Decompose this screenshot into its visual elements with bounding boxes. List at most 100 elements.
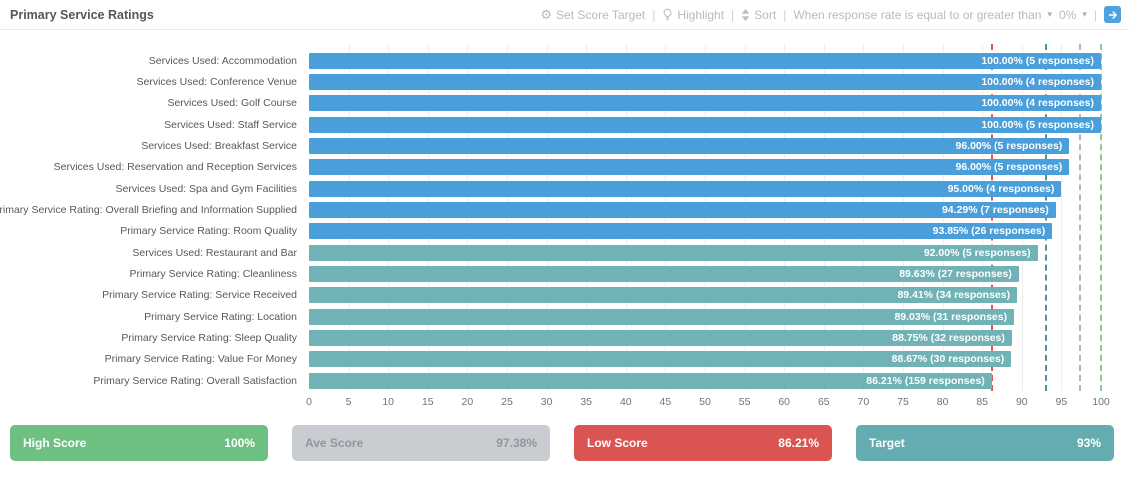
category-cell: Services Used: Golf Course bbox=[0, 93, 309, 114]
bar[interactable]: 100.00% (4 responses) bbox=[309, 73, 1101, 90]
bar[interactable]: 92.00% (5 responses) bbox=[309, 244, 1038, 261]
category-cell: Services Used: Accommodation bbox=[0, 50, 309, 71]
response-rate-value-dropdown[interactable]: 0% ▾ bbox=[1059, 8, 1087, 22]
bar[interactable]: 88.75% (32 responses) bbox=[309, 329, 1012, 346]
category-label: Services Used: Breakfast Service bbox=[141, 139, 297, 152]
category-cell: Services Used: Restaurant and Bar bbox=[0, 242, 309, 263]
axis-tick-label: 75 bbox=[897, 396, 909, 409]
bar-cell: 89.63% (27 responses) bbox=[309, 263, 1101, 284]
bar[interactable]: 89.41% (34 responses) bbox=[309, 287, 1018, 304]
reference-line-ave-score bbox=[1079, 44, 1082, 391]
bar-value-label: 100.00% (5 responses) bbox=[981, 118, 1094, 131]
axis-tick-label: 65 bbox=[817, 396, 830, 409]
chart-row: Primary Service Rating: Overall Briefing… bbox=[0, 199, 1129, 220]
separator: | bbox=[652, 7, 656, 22]
chevron-down-icon: ▾ bbox=[1082, 9, 1087, 19]
summary-card-ave-score: Ave Score 97.38% bbox=[292, 425, 550, 462]
sort-icon bbox=[741, 8, 750, 21]
bar-value-label: 86.21% (159 responses) bbox=[866, 374, 985, 387]
summary-card-label: Ave Score bbox=[305, 436, 364, 451]
bar-value-label: 95.00% (4 responses) bbox=[947, 182, 1055, 195]
axis-tick-label: 55 bbox=[738, 396, 751, 409]
chart-row: Services Used: Staff Service 100.00% (5 r… bbox=[0, 114, 1129, 135]
bar-cell: 100.00% (4 responses) bbox=[309, 93, 1101, 114]
bar[interactable]: 89.03% (31 responses) bbox=[309, 308, 1015, 325]
bar[interactable]: 94.29% (7 responses) bbox=[309, 201, 1056, 218]
bar-cell: 88.67% (30 responses) bbox=[309, 349, 1101, 370]
chart-row: Primary Service Rating: Service Received… bbox=[0, 285, 1129, 306]
bar-value-label: 100.00% (5 responses) bbox=[981, 54, 1094, 67]
axis-tick-label: 15 bbox=[421, 396, 434, 409]
page-title: Primary Service Ratings bbox=[10, 7, 154, 22]
apply-filter-button[interactable] bbox=[1104, 6, 1121, 23]
bar-value-label: 89.41% (34 responses) bbox=[897, 289, 1011, 302]
summary-cards: High Score 100% Ave Score 97.38% Low Score 86… bbox=[10, 425, 1114, 462]
category-label: Services Used: Staff Service bbox=[164, 118, 297, 131]
chart-row: Primary Service Rating: Value For Money 8… bbox=[0, 349, 1129, 370]
bar[interactable]: 89.63% (27 responses) bbox=[309, 265, 1019, 282]
bar-cell: 100.00% (5 responses) bbox=[309, 114, 1101, 135]
sort-label: Sort bbox=[754, 7, 777, 22]
chart-rows: Services Used: Accommodation 100.00% (5 r… bbox=[0, 50, 1129, 391]
category-label: Services Used: Accommodation bbox=[148, 54, 297, 67]
axis-tick-label: 0 bbox=[306, 396, 312, 409]
sort-button[interactable]: Sort bbox=[741, 8, 776, 22]
bar-cell: 94.29% (7 responses) bbox=[309, 199, 1101, 220]
summary-card-high-score: High Score 100% bbox=[10, 425, 268, 462]
bar[interactable]: 96.00% (5 responses) bbox=[309, 159, 1070, 176]
summary-card-low-score: Low Score 86.21% bbox=[574, 425, 832, 462]
highlight-button[interactable]: Highlight bbox=[662, 8, 724, 22]
response-rate-value: 0% bbox=[1059, 7, 1077, 22]
summary-card-label: Low Score bbox=[587, 436, 648, 451]
category-label: Primary Service Rating: Sleep Quality bbox=[121, 331, 297, 344]
axis-tick-label: 5 bbox=[345, 396, 352, 409]
category-label: Primary Service Rating: Location bbox=[144, 310, 297, 323]
category-label: Primary Service Rating: Overall Briefing… bbox=[0, 203, 297, 216]
category-label: Services Used: Spa and Gym Facilities bbox=[115, 182, 297, 195]
chart-row: Primary Service Rating: Room Quality 93.8… bbox=[0, 221, 1129, 242]
widget-header: Primary Service Ratings ⚙ Set Score Targ… bbox=[0, 0, 1129, 30]
bar[interactable]: 100.00% (5 responses) bbox=[309, 52, 1101, 69]
set-score-target-button[interactable]: ⚙ Set Score Target bbox=[540, 8, 645, 22]
bar[interactable]: 88.67% (30 responses) bbox=[309, 351, 1012, 368]
bar-chart: Services Used: Accommodation 100.00% (5 r… bbox=[0, 30, 1129, 415]
summary-card-value: 93% bbox=[1076, 436, 1101, 451]
category-cell: Primary Service Rating: Overall Satisfac… bbox=[0, 370, 309, 391]
chart-row: Services Used: Conference Venue 100.00% (… bbox=[0, 71, 1129, 92]
bar[interactable]: 100.00% (4 responses) bbox=[309, 95, 1101, 112]
summary-card-value: 86.21% bbox=[778, 436, 819, 451]
bar-value-label: 94.29% (7 responses) bbox=[941, 203, 1049, 216]
chart-row: Services Used: Accommodation 100.00% (5 r… bbox=[0, 50, 1129, 71]
axis-tick-label: 10 bbox=[382, 396, 395, 409]
bar[interactable]: 93.85% (26 responses) bbox=[309, 223, 1053, 240]
bar-cell: 100.00% (4 responses) bbox=[309, 71, 1101, 92]
reference-line-high-score bbox=[1100, 44, 1102, 391]
category-label: Services Used: Restaurant and Bar bbox=[132, 246, 297, 259]
bar-value-label: 88.75% (32 responses) bbox=[892, 331, 1005, 344]
bar[interactable]: 95.00% (4 responses) bbox=[309, 180, 1062, 197]
bar-value-label: 89.63% (27 responses) bbox=[899, 267, 1012, 280]
bar-value-label: 89.03% (31 responses) bbox=[894, 310, 1008, 323]
category-cell: Primary Service Rating: Sleep Quality bbox=[0, 327, 309, 348]
chart-row: Services Used: Restaurant and Bar 92.00% … bbox=[0, 242, 1129, 263]
chart-row: Primary Service Rating: Overall Satisfac… bbox=[0, 370, 1129, 391]
category-cell: Primary Service Rating: Room Quality bbox=[0, 221, 309, 242]
bar-value-label: 100.00% (4 responses) bbox=[981, 75, 1094, 88]
response-rate-condition-dropdown[interactable]: When response rate is equal to or greate… bbox=[793, 8, 1052, 22]
bar[interactable]: 100.00% (5 responses) bbox=[309, 116, 1101, 133]
bar-cell: 95.00% (4 responses) bbox=[309, 178, 1101, 199]
bar-cell: 88.75% (32 responses) bbox=[309, 327, 1101, 348]
chart-row: Services Used: Reservation and Reception… bbox=[0, 157, 1129, 178]
bar[interactable]: 96.00% (5 responses) bbox=[309, 137, 1070, 154]
axis-tick-label: 45 bbox=[659, 396, 672, 409]
axis-tick-label: 85 bbox=[976, 396, 989, 409]
bar-cell: 89.03% (31 responses) bbox=[309, 306, 1101, 327]
chart-row: Services Used: Spa and Gym Facilities 95.… bbox=[0, 178, 1129, 199]
bar-cell: 89.41% (34 responses) bbox=[309, 285, 1101, 306]
bar[interactable]: 86.21% (159 responses) bbox=[309, 372, 992, 389]
set-score-target-label: Set Score Target bbox=[556, 7, 646, 22]
chevron-down-icon: ▾ bbox=[1047, 9, 1052, 19]
category-cell: Services Used: Spa and Gym Facilities bbox=[0, 178, 309, 199]
axis-tick-label: 25 bbox=[501, 396, 513, 409]
bar-cell: 96.00% (5 responses) bbox=[309, 135, 1101, 156]
